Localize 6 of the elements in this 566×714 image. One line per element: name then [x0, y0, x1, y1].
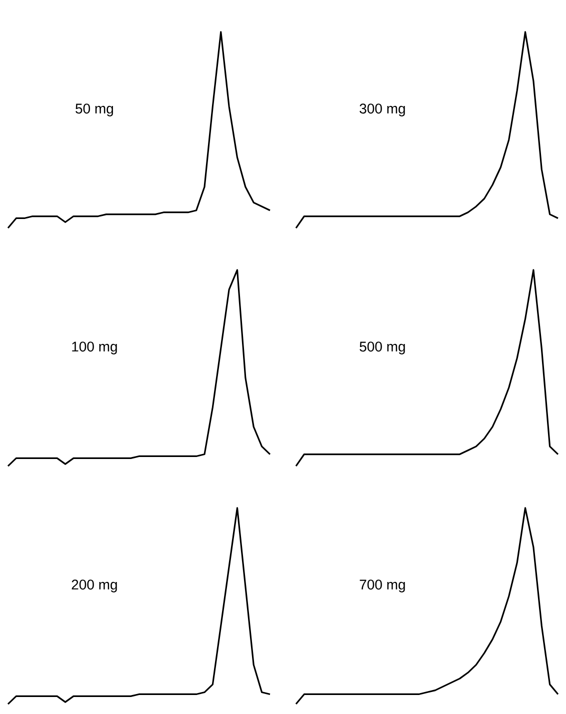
- text: 700 mg: [360, 580, 405, 592]
- text: 300 mg: [360, 104, 405, 116]
- text: 500 mg: [360, 342, 405, 354]
- text: 100 mg: [72, 342, 117, 354]
- text: 200 mg: [72, 580, 117, 592]
- text: 50 mg: [76, 104, 113, 116]
